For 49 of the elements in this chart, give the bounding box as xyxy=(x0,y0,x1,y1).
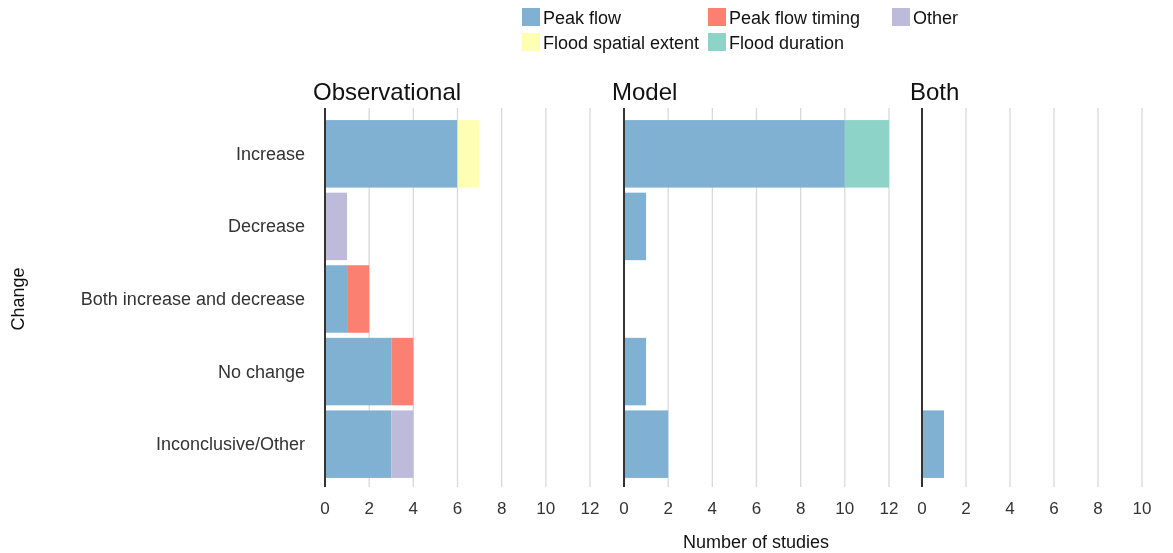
x-tick-label: 4 xyxy=(707,499,718,518)
x-tick-label: 12 xyxy=(580,499,600,518)
bar xyxy=(624,192,647,261)
y-tick-label: Decrease xyxy=(227,216,305,237)
x-tick-label: 8 xyxy=(1093,499,1103,518)
bar xyxy=(325,337,392,406)
legend-label: Other xyxy=(913,8,959,28)
chart-title: Both xyxy=(910,78,960,105)
x-tick-label: 6 xyxy=(1049,499,1059,518)
legend-label: Flood duration xyxy=(729,33,845,53)
bar xyxy=(624,337,647,406)
x-tick-label: 10 xyxy=(835,499,855,518)
bar xyxy=(325,120,458,188)
bar xyxy=(347,265,370,333)
x-tick-label: 12 xyxy=(879,499,899,518)
x-tick-label: 0 xyxy=(320,499,330,518)
legend-label: Peak flow xyxy=(543,8,623,28)
x-tick-label: 8 xyxy=(795,499,806,518)
bar xyxy=(391,410,414,478)
legend-label: Peak flow timing xyxy=(729,8,861,28)
bar xyxy=(624,410,669,478)
bar xyxy=(325,192,348,261)
bar xyxy=(325,410,392,478)
x-tick-label: 6 xyxy=(751,499,762,518)
y-axis-title: Change xyxy=(8,267,28,331)
x-tick-label: 6 xyxy=(452,499,463,518)
bar xyxy=(457,120,480,188)
bar xyxy=(325,265,348,333)
x-tick-label: 10 xyxy=(1132,499,1152,518)
bar xyxy=(624,120,845,188)
x-tick-label: 2 xyxy=(961,499,971,518)
y-tick-label: No change xyxy=(217,361,305,382)
bar xyxy=(844,120,889,188)
chart-title: Observational xyxy=(313,78,462,105)
y-tick-label: Both increase and decrease xyxy=(80,289,305,309)
x-axis-title: Number of studies xyxy=(682,532,830,552)
x-tick-label: 0 xyxy=(619,499,629,518)
x-tick-label: 0 xyxy=(917,499,927,518)
bar xyxy=(391,337,414,406)
x-tick-label: 2 xyxy=(364,499,374,518)
x-tick-label: 4 xyxy=(408,499,419,518)
legend-label: Flood spatial extent xyxy=(543,33,700,53)
y-tick-label: Increase xyxy=(235,143,305,164)
x-tick-label: 10 xyxy=(536,499,556,518)
x-tick-label: 8 xyxy=(496,499,507,518)
chart-title: Model xyxy=(612,78,678,105)
y-tick-label: Inconclusive/Other xyxy=(155,434,305,455)
x-tick-label: 4 xyxy=(1005,499,1015,518)
x-tick-label: 2 xyxy=(663,499,673,518)
